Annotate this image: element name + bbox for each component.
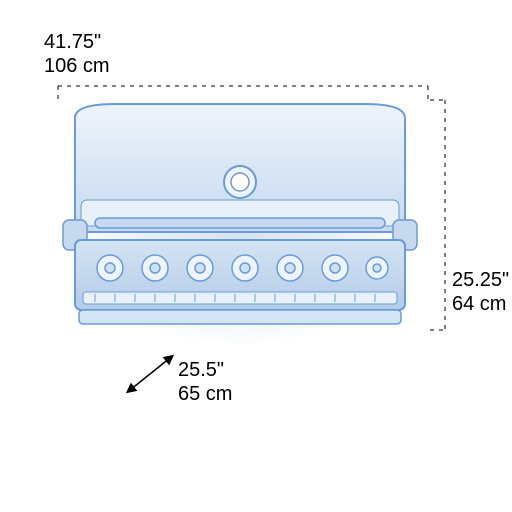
depth-imperial: 25.5" [178,358,232,382]
width-metric: 106 cm [44,54,110,78]
depth-metric: 65 cm [178,382,232,406]
dimension-height-label: 25.25" 64 cm [452,268,509,316]
height-metric: 64 cm [452,292,509,316]
dimension-depth-label: 25.5" 65 cm [178,358,232,406]
dimension-width-label: 41.75" 106 cm [44,30,110,78]
width-imperial: 41.75" [44,30,110,54]
height-imperial: 25.25" [452,268,509,292]
